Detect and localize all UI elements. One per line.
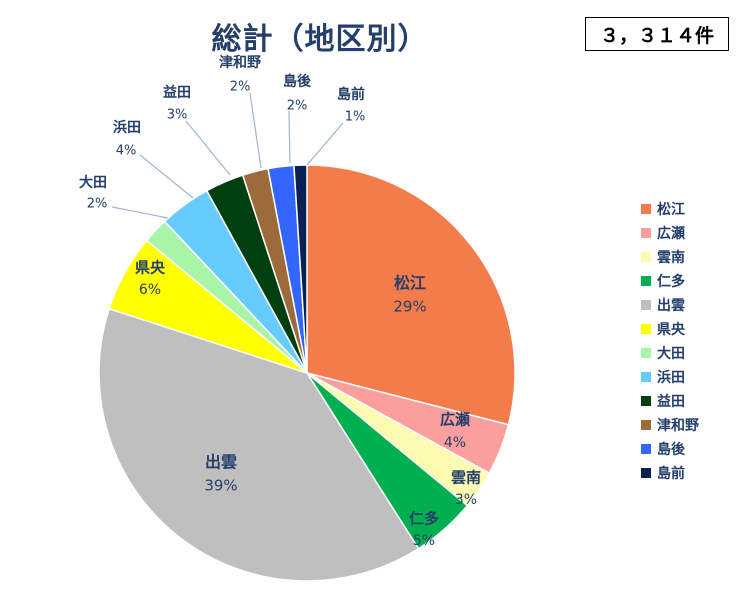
legend-item: 出雲 [641,293,699,317]
pie-slice [293,164,308,374]
slice-label-name: 出雲 [205,453,237,472]
slice-label-percent: 39% [204,477,237,495]
legend-label: 島後 [657,442,685,458]
leader-line [139,154,194,199]
legend-label: 益田 [657,394,685,410]
slice-label-name: 広瀬 [440,411,470,429]
slice-label-name: 雲南 [451,469,481,487]
slice-label-percent: 6% [139,282,161,298]
legend-item: 島後 [641,437,699,461]
slice-label-percent: 29% [393,298,426,316]
legend-label: 広瀬 [657,226,685,242]
slice-label-name: 松江 [394,274,426,293]
legend-swatch [641,204,651,214]
legend-swatch [641,348,651,358]
legend-swatch [641,444,651,454]
legend-swatch [641,276,651,286]
legend-label: 出雲 [657,298,685,314]
legend-label: 津和野 [657,418,699,434]
legend-item: 島前 [641,461,699,485]
legend-swatch [641,468,651,478]
legend-swatch [641,372,651,382]
legend-swatch [641,420,651,430]
legend-label: 仁多 [657,274,685,290]
slice-label-name: 仁多 [409,510,439,528]
slice-label-percent: 4% [116,144,137,159]
legend-item: 大田 [641,341,699,365]
legend-swatch [641,324,651,334]
legend-label: 島前 [657,466,685,482]
legend-swatch [641,300,651,310]
legend-item: 松江 [641,197,699,221]
total-count-box: ３，３１４件 [585,17,729,51]
slice-label-percent: 1% [345,110,366,125]
slice-label-percent: 2% [87,197,108,212]
legend-item: 仁多 [641,269,699,293]
slice-label-percent: 2% [287,99,308,114]
legend-item: 津和野 [641,413,699,437]
legend-swatch [641,228,651,238]
legend-label: 大田 [657,346,685,362]
legend-item: 浜田 [641,365,699,389]
pie-slice [98,307,420,582]
slice-label-name: 島前 [337,86,365,103]
slice-label-name: 大田 [79,174,107,191]
leader-line [288,110,291,164]
legend-label: 浜田 [657,370,685,386]
legend-label: 松江 [657,202,685,218]
leader-line [249,92,262,169]
leader-line [111,206,169,219]
slice-label-percent: 3% [167,108,188,123]
legend: 松江 広瀬 雲南 仁多 出雲 県央 大田 浜田 益田 津和野 島後 島前 [641,197,699,485]
slice-label-name: 浜田 [113,119,141,136]
legend-item: 県央 [641,317,699,341]
slice-label-percent: 2% [230,80,251,95]
legend-item: 雲南 [641,245,699,269]
slice-label-name: 県央 [135,259,166,277]
slice-label-percent: 4% [444,435,466,451]
leader-line [185,120,231,176]
chart-title: 総計（地区別） [211,22,429,57]
leader-line [306,122,344,166]
data-labels: 松江 29% 広瀬 4% 雲南 3% 仁多 5% 出雲 39% 県央 6% 大田 2% 浜田 4% 益田 3% 津和… [79,54,481,549]
legend-label: 雲南 [657,250,685,266]
slice-label-name: 益田 [163,84,191,101]
pie-slice [306,164,516,426]
slice-label-name: 島後 [283,73,312,90]
legend-label: 県央 [657,322,685,338]
legend-item: 益田 [641,389,699,413]
legend-swatch [641,396,651,406]
slice-label-percent: 3% [455,492,477,508]
legend-swatch [641,252,651,262]
slice-label-name: 津和野 [219,54,261,71]
legend-item: 広瀬 [641,221,699,245]
pie-slices [98,164,516,582]
slice-label-percent: 5% [413,533,435,549]
